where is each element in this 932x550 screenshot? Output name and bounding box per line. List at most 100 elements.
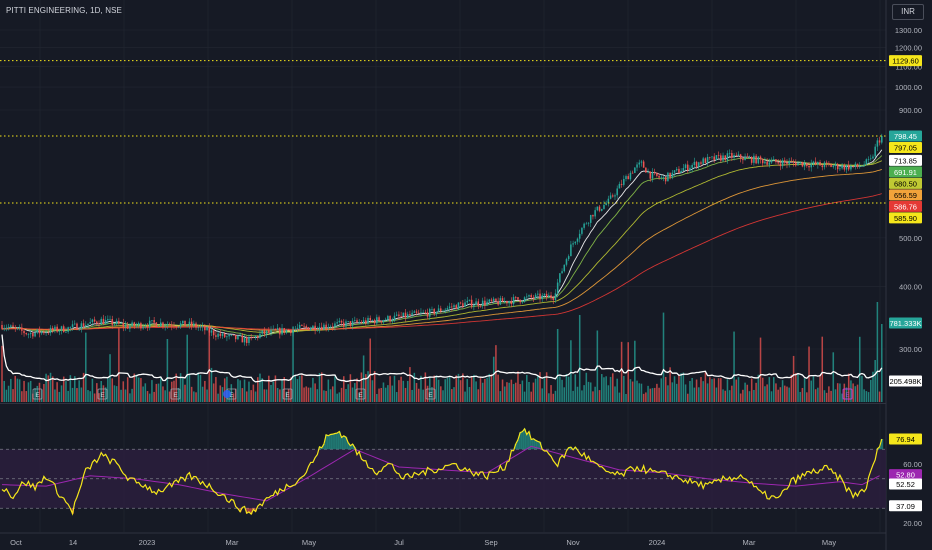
candle xyxy=(662,175,665,182)
candle xyxy=(578,229,581,243)
candle-body xyxy=(171,324,173,326)
price-axis-tick-label: 500.00 xyxy=(899,234,922,243)
candle-body xyxy=(122,323,125,327)
volume-ma-line xyxy=(1,334,883,383)
ema-100-line xyxy=(1,168,882,331)
candle xyxy=(60,325,63,335)
volume-bar xyxy=(832,352,835,402)
candle xyxy=(12,322,14,328)
ema-200-line xyxy=(1,193,882,330)
dividend-marker-icon xyxy=(223,390,231,398)
volume-bar xyxy=(437,379,440,402)
earnings-marker-label: E xyxy=(358,392,363,399)
candle xyxy=(118,317,120,325)
candle-body xyxy=(177,326,180,328)
volume-bar xyxy=(499,391,502,402)
volume-bar xyxy=(845,387,848,402)
candle-body xyxy=(598,206,601,211)
volume-bar xyxy=(473,374,475,402)
candle xyxy=(358,318,360,325)
volume-bar xyxy=(29,380,32,402)
candle xyxy=(303,323,305,329)
candle xyxy=(834,161,837,170)
candle-body xyxy=(153,320,155,323)
volume-bar xyxy=(645,392,647,402)
candle xyxy=(243,334,246,346)
candle-body xyxy=(709,157,711,158)
candle-body xyxy=(80,323,83,330)
candle xyxy=(810,159,813,172)
candle-body xyxy=(583,223,585,228)
price-axis-tick-label: 300.00 xyxy=(899,345,922,354)
price-axis-tick-label: 1200.00 xyxy=(895,43,922,52)
candle xyxy=(307,326,310,331)
volume-bar xyxy=(146,391,149,402)
volume-bar xyxy=(327,379,330,402)
candle xyxy=(616,185,618,199)
volume-bar xyxy=(444,379,446,402)
volume-bar xyxy=(137,377,140,402)
candle-body xyxy=(468,299,471,301)
volume-bar xyxy=(726,379,729,402)
candle-body xyxy=(623,178,625,185)
candle-body xyxy=(323,324,325,330)
currency-button[interactable]: INR xyxy=(892,4,924,20)
earnings-marker-icon xyxy=(355,388,366,400)
candle xyxy=(770,157,773,165)
volume-bar xyxy=(634,340,636,402)
candle-body xyxy=(695,161,698,167)
candle xyxy=(14,324,17,332)
candle-body xyxy=(29,332,32,335)
candle-body xyxy=(417,312,420,314)
candle xyxy=(298,321,301,331)
candle xyxy=(812,160,815,167)
volume-bar xyxy=(678,375,680,402)
volume-bar xyxy=(294,375,297,402)
volume-bar xyxy=(69,375,72,402)
candle-body xyxy=(651,171,654,179)
volume-bar xyxy=(629,379,632,402)
candle xyxy=(532,294,535,303)
volume-bar xyxy=(151,380,153,402)
candle xyxy=(151,319,153,324)
candle-body xyxy=(534,294,537,299)
candle-body xyxy=(667,172,669,182)
volume-bar xyxy=(276,387,279,402)
volume-bar xyxy=(7,385,10,402)
candle xyxy=(219,329,222,339)
candle xyxy=(451,303,453,312)
rsi-overbought-fill xyxy=(322,444,326,450)
symbol-title[interactable]: PITTI ENGINEERING, 1D, NSE xyxy=(6,6,122,15)
rsi-overbought-fill xyxy=(514,443,518,450)
candle xyxy=(245,335,248,347)
candle-body xyxy=(589,214,592,223)
candle xyxy=(881,133,883,145)
candle xyxy=(102,314,105,325)
volume-bar xyxy=(731,385,733,402)
volume-bar xyxy=(426,385,429,402)
candle-body xyxy=(819,161,821,166)
candle-body xyxy=(111,318,114,325)
candle xyxy=(554,289,557,303)
candle-body xyxy=(62,326,65,333)
volume-bar xyxy=(153,391,155,402)
candle-body xyxy=(228,334,230,337)
volume-bar xyxy=(475,381,477,402)
candle xyxy=(618,181,621,189)
candle-body xyxy=(858,166,861,167)
volume-bar xyxy=(779,387,782,402)
candle xyxy=(631,170,634,174)
candle-body xyxy=(874,146,876,157)
candle xyxy=(356,318,358,324)
candle-body xyxy=(151,320,153,321)
volume-bar xyxy=(514,382,517,402)
volume-bar xyxy=(135,374,138,402)
candle xyxy=(85,321,87,328)
volume-bar xyxy=(73,376,76,402)
candle xyxy=(400,311,402,318)
earnings-marker-icon xyxy=(425,388,436,400)
candle-body xyxy=(614,195,616,197)
rsi-overbought-fill xyxy=(349,445,352,450)
rsi-overbought-fill xyxy=(336,433,339,450)
